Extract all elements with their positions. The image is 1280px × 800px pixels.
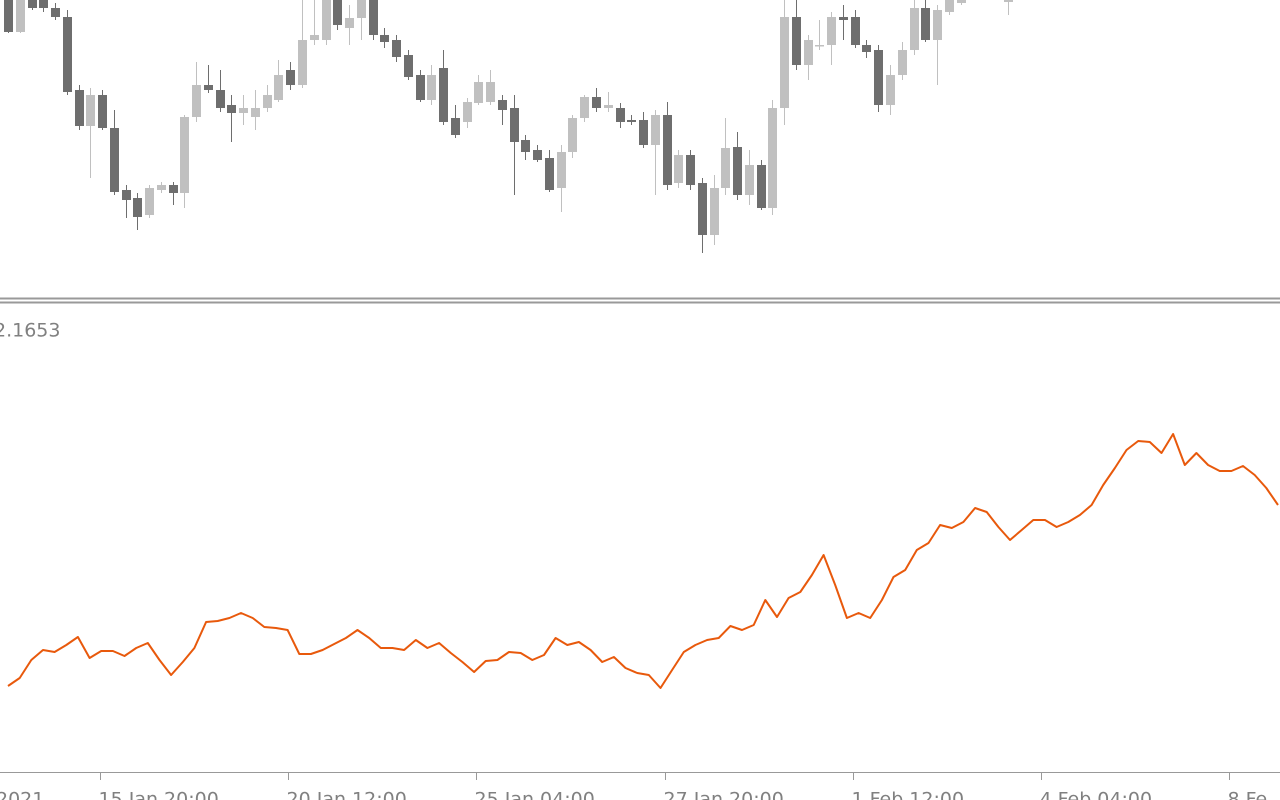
candle-body: [792, 17, 801, 65]
x-tick-label: 27 Jan 20:00: [664, 789, 784, 800]
candle-body: [427, 75, 436, 100]
candle-body: [16, 0, 25, 32]
x-tick-label: 20 Jan 12:00: [287, 789, 407, 800]
candle-body: [451, 118, 460, 135]
candle-body: [721, 148, 730, 188]
candle-body: [651, 115, 660, 145]
candle-body: [357, 0, 366, 18]
candle-body: [369, 0, 378, 35]
candle-body: [1004, 0, 1013, 2]
indicator-value: 2.1653: [0, 320, 60, 342]
candle-body: [439, 68, 448, 122]
x-tick-label: 8 Fe: [1228, 789, 1268, 800]
candle-body: [568, 118, 577, 152]
candle-body: [75, 90, 84, 126]
candle-body: [604, 105, 613, 108]
candle-body: [122, 190, 131, 200]
candle-body: [216, 90, 225, 108]
candle-body: [674, 155, 683, 183]
candle-body: [557, 152, 566, 188]
x-tick-label: 15 Jan 20:00: [99, 789, 219, 800]
candle-body: [322, 0, 331, 40]
candle-body: [545, 158, 554, 190]
candle-body: [274, 75, 283, 100]
candle-body: [180, 117, 189, 193]
candle-body: [757, 165, 766, 208]
candle-body: [39, 0, 48, 8]
candle-body: [286, 70, 295, 85]
indicator-line: [7, 433, 1279, 689]
candle-body: [157, 185, 166, 190]
candle-body: [745, 165, 754, 195]
candle-body: [486, 82, 495, 102]
candle-body: [298, 40, 307, 85]
candle-body: [580, 97, 589, 118]
candle-body: [192, 85, 201, 117]
candle-body: [945, 0, 954, 12]
candle-body: [851, 17, 860, 45]
candle-body: [827, 17, 836, 45]
candle-body: [639, 120, 648, 145]
price-panel: [4, 0, 1013, 253]
candle-body: [616, 108, 625, 122]
candle-body: [345, 18, 354, 28]
candle-body: [804, 40, 813, 65]
candle-body: [474, 82, 483, 103]
candle-body: [862, 45, 871, 52]
candle-body: [698, 183, 707, 235]
candle-body: [815, 45, 824, 47]
candle-body: [404, 55, 413, 77]
candle-body: [957, 0, 966, 3]
candle-body: [780, 17, 789, 108]
candle-body: [169, 185, 178, 193]
candle-body: [627, 120, 636, 122]
x-tick-label: 25 Jan 04:00: [475, 789, 595, 800]
candle-body: [933, 10, 942, 40]
candle-body: [510, 108, 519, 142]
candle-body: [592, 97, 601, 108]
x-axis-start-label: 2021: [0, 789, 44, 800]
candle-body: [768, 108, 777, 208]
candle-body: [98, 95, 107, 128]
candle-body: [921, 8, 930, 40]
candle-body: [498, 100, 507, 110]
candle-body: [145, 188, 154, 215]
candle-body: [51, 8, 60, 17]
candle-body: [110, 128, 119, 192]
candle-body: [63, 17, 72, 92]
candle-body: [733, 147, 742, 195]
candle-body: [521, 140, 530, 152]
candle-body: [910, 8, 919, 50]
candle-body: [886, 75, 895, 105]
x-tick-label: 4 Feb 04:00: [1040, 789, 1153, 800]
candle-body: [839, 17, 848, 20]
indicator-panel: [7, 433, 1279, 689]
candle-body: [416, 75, 425, 100]
candle-body: [133, 198, 142, 217]
candle-body: [380, 35, 389, 42]
candle-body: [28, 0, 37, 8]
candle-body: [239, 108, 248, 113]
x-tick-label: 1 Feb 12:00: [852, 789, 965, 800]
candle-body: [533, 150, 542, 160]
candle-body: [392, 40, 401, 57]
candle-body: [263, 95, 272, 108]
candle-body: [463, 102, 472, 122]
candle-body: [86, 95, 95, 126]
candle-body: [898, 50, 907, 75]
candle-body: [686, 155, 695, 185]
candle-body: [333, 0, 342, 25]
candle-body: [251, 108, 260, 117]
candle-body: [4, 0, 13, 32]
candle-body: [663, 115, 672, 185]
candle-body: [310, 35, 319, 40]
candle-body: [874, 50, 883, 105]
candle-body: [227, 105, 236, 113]
candle-body: [710, 188, 719, 235]
candle-body: [204, 85, 213, 90]
